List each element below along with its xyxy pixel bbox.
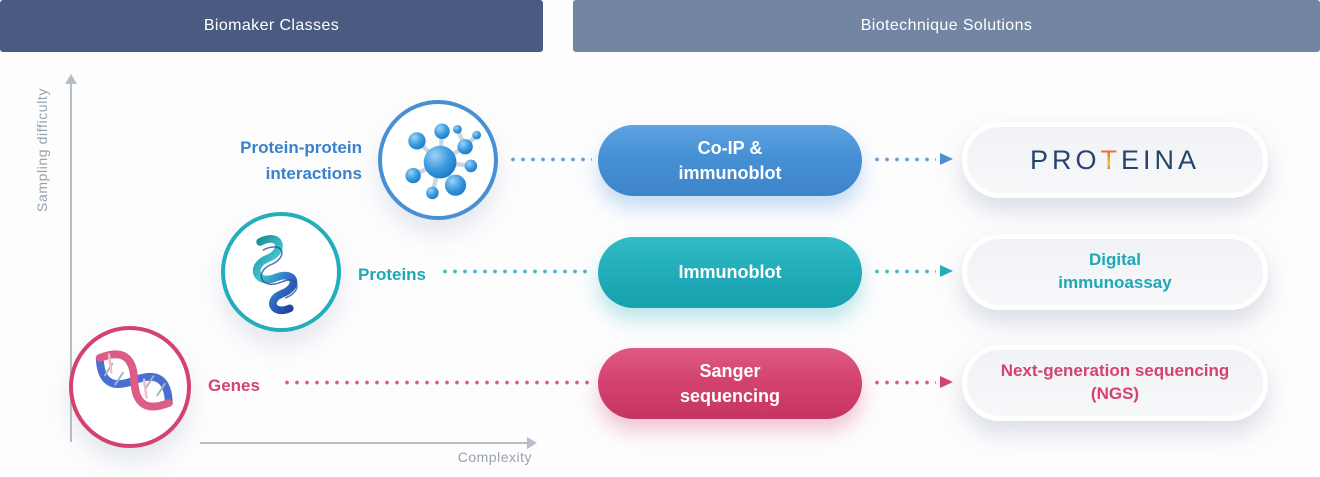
- logo-part-eina: EINA: [1120, 144, 1201, 175]
- solution-box-proteina: PRO T EINA: [962, 122, 1268, 198]
- connector-dots-technique-to-solution-1: [872, 157, 936, 162]
- y-axis-label: Sampling difficulty: [34, 88, 50, 212]
- logo-part-t-mosaic: T: [1100, 142, 1121, 178]
- x-axis-arrow-icon: [527, 437, 537, 449]
- arrow-right-icon-3: [940, 376, 953, 388]
- header-right-label: Biotechnique Solutions: [860, 17, 1033, 34]
- technique-pill-label: Sanger sequencing: [679, 361, 781, 406]
- technique-pill-immunoblot: Immunoblot: [598, 237, 862, 308]
- arrow-right-icon-1: [940, 153, 953, 165]
- protein-ribbon-icon: [252, 234, 298, 314]
- x-axis-label: Complexity: [457, 449, 532, 465]
- solution-label: Next-generation sequencing (NGS): [1000, 361, 1230, 403]
- x-axis-line: [200, 442, 528, 444]
- y-axis-line: [70, 82, 72, 442]
- logo-part-pro: PRO: [1029, 144, 1101, 175]
- technique-pill-coip-immunoblot: Co-IP & immunoblot: [598, 125, 862, 196]
- biomarker-label-protein-protein-interactions: Protein-protein interactions: [240, 138, 362, 183]
- solution-label: Digital immunoassay: [1058, 250, 1172, 292]
- arrow-right-icon-2: [940, 265, 953, 277]
- technique-pill-label: Co-IP & immunoblot: [678, 138, 782, 183]
- connector-dots-ppi-to-technique: [508, 157, 592, 162]
- connector-dots-technique-to-solution-2: [872, 269, 936, 274]
- header-biotechnique-solutions: Biotechnique Solutions: [573, 0, 1320, 52]
- biomarker-circle-ppi: [378, 100, 498, 220]
- connector-dots-genes-to-technique: [282, 380, 592, 385]
- biomarker-label-genes: Genes: [208, 376, 260, 395]
- dna-helix-icon: [95, 350, 173, 411]
- proteina-logo: PRO T EINA: [1030, 142, 1200, 178]
- y-axis-arrow-icon: [65, 74, 77, 84]
- solution-box-ngs: Next-generation sequencing (NGS): [962, 345, 1268, 421]
- molecule-icon: [405, 123, 481, 200]
- connector-dots-proteins-to-technique: [440, 269, 592, 274]
- header-biomarker-classes: Biomaker Classes: [0, 0, 543, 52]
- biomarker-label-proteins: Proteins: [358, 265, 427, 284]
- solution-box-digital-immunoassay: Digital immunoassay: [962, 234, 1268, 310]
- connector-dots-technique-to-solution-3: [872, 380, 936, 385]
- biomarker-circle-proteins: [221, 212, 341, 332]
- biomarker-circle-genes: [69, 326, 191, 448]
- technique-pill-label: Immunoblot: [678, 262, 782, 283]
- technique-pill-sanger-sequencing: Sanger sequencing: [598, 348, 862, 419]
- header-left-label: Biomaker Classes: [203, 17, 340, 34]
